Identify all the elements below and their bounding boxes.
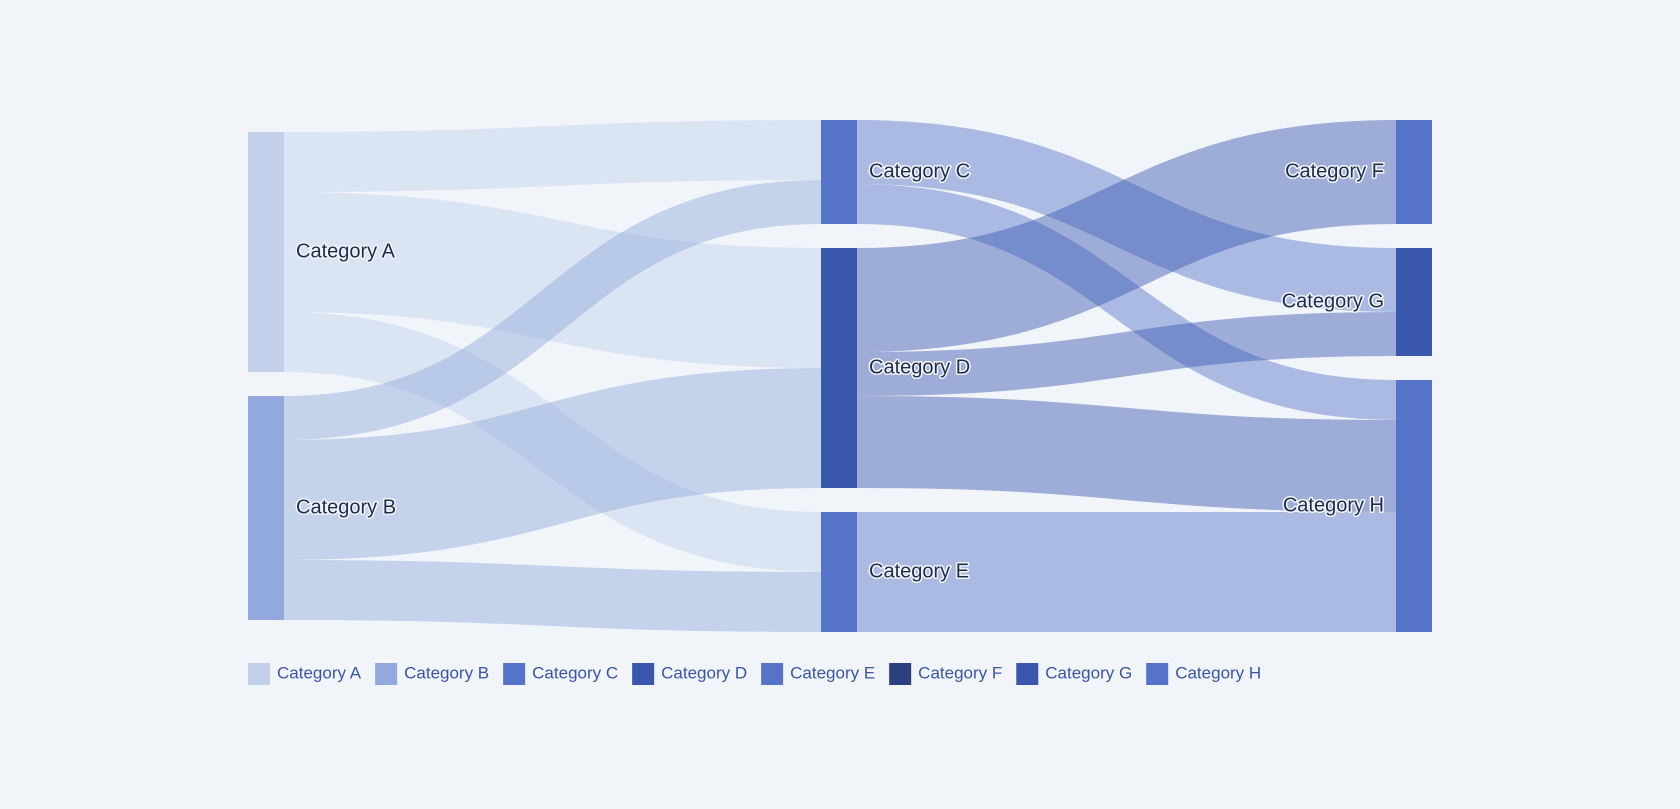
node-label-category-f: Category F: [1285, 160, 1384, 182]
node-category-f: [1396, 120, 1432, 224]
legend-label: Category B: [404, 663, 489, 682]
link-category-d-to-category-h: [856, 396, 1397, 512]
link-category-c-to-category-h: [856, 184, 1397, 420]
node-label-category-g: Category G: [1282, 290, 1384, 312]
legend-item-category-h: Category H: [1146, 663, 1261, 685]
legend-item-category-d: Category D: [632, 663, 747, 685]
node-label-category-b: Category B: [296, 496, 396, 518]
legend-item-category-f: Category F: [889, 663, 1002, 685]
legend-label: Category H: [1175, 663, 1261, 682]
link-category-c-to-category-g: [856, 120, 1397, 312]
labels-layer: Category A Category B Category C Category D…: [295, 159, 1386, 584]
legend-swatch: [889, 663, 912, 685]
node-category-b: [248, 396, 284, 620]
link-category-b-to-category-d: [283, 368, 822, 560]
link-category-d-to-category-f: [856, 120, 1397, 352]
legend-item-category-g: Category G: [1016, 663, 1132, 685]
legend-swatch: [503, 663, 526, 685]
node-category-d: [821, 248, 857, 488]
legend-label: Category C: [532, 663, 618, 682]
node-category-e: [821, 512, 857, 632]
node-label-category-d: Category D: [869, 356, 970, 378]
legend-label: Category E: [790, 663, 875, 682]
legend-label: Category G: [1045, 663, 1132, 682]
legend: Category A Category B Category C Category D…: [248, 663, 1261, 685]
legend-label: Category D: [661, 663, 747, 682]
node-category-h: [1396, 380, 1432, 632]
link-category-b-to-category-e: [283, 560, 822, 632]
link-category-a-to-category-d: [283, 192, 822, 368]
node-label-category-h: Category H: [1283, 494, 1384, 516]
legend-swatch: [761, 663, 784, 685]
legend-swatch: [1016, 663, 1039, 685]
node-label-category-e: Category E: [869, 560, 969, 582]
node-label-category-c: Category C: [869, 160, 970, 182]
legend-swatch: [1146, 663, 1169, 685]
node-category-c: [821, 120, 857, 224]
nodes-layer: [248, 120, 1432, 632]
legend-swatch: [248, 663, 270, 685]
legend-item-category-c: Category C: [503, 663, 618, 685]
node-label-category-a: Category A: [296, 240, 396, 262]
link-category-a-to-category-c: [283, 120, 822, 192]
legend-item-category-e: Category E: [761, 663, 875, 685]
node-category-a: [248, 132, 284, 372]
legend-swatch: [632, 663, 655, 685]
link-category-a-to-category-e: [283, 312, 822, 572]
legend-item-category-b: Category B: [375, 663, 489, 685]
legend-item-category-a: Category A: [248, 663, 362, 685]
legend-label: Category F: [918, 663, 1002, 682]
node-category-g: [1396, 248, 1432, 356]
link-category-b-to-category-c: [283, 180, 822, 440]
links-layer: [283, 120, 1397, 633]
link-category-d-to-category-g: [856, 312, 1397, 396]
legend-swatch: [375, 663, 398, 685]
legend-label: Category A: [277, 663, 362, 682]
